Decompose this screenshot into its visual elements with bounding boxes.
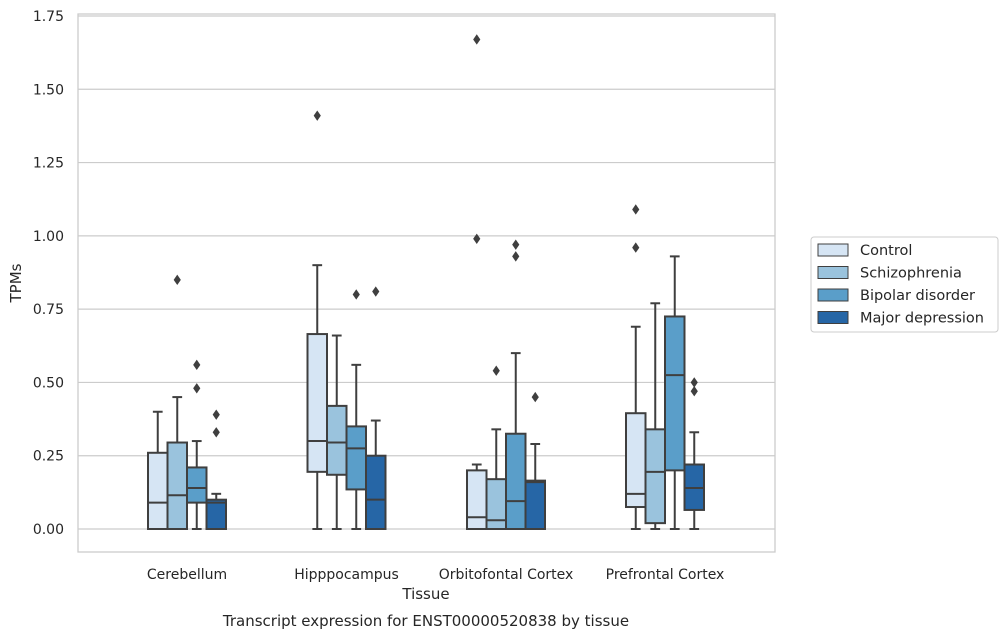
box — [186, 359, 208, 530]
outlier-point — [352, 289, 360, 300]
y-tick-label: 0.00 — [33, 522, 64, 538]
outlier-point — [193, 359, 201, 371]
legend-swatch — [817, 243, 849, 257]
legend-swatch — [817, 266, 849, 279]
box — [205, 409, 227, 530]
box — [683, 377, 705, 530]
box — [166, 274, 188, 530]
y-axis-ticks: 0.00 0.25 0.50 0.75 1.00 1.25 1.50 1.75 — [33, 9, 64, 538]
box — [345, 289, 367, 530]
y-tick-label: 0.75 — [33, 302, 64, 318]
outlier-point — [212, 427, 220, 438]
legend-label: Control — [860, 243, 912, 259]
plot-frame — [77, 13, 776, 553]
x-tick-label: Hipppocampus — [294, 567, 399, 583]
outlier-point — [173, 274, 181, 286]
grid-lines — [78, 15, 775, 530]
outlier-point — [492, 365, 500, 376]
outlier-point — [473, 34, 481, 45]
y-tick-label: 0.50 — [33, 375, 64, 391]
box — [326, 334, 348, 530]
chart-caption: Transcript expression for ENST0000052083… — [222, 612, 629, 630]
y-tick-label: 1.50 — [33, 82, 64, 98]
box — [365, 286, 387, 531]
y-tick-label: 1.25 — [33, 156, 64, 172]
y-tick-label: 1.75 — [33, 9, 64, 25]
outlier-point — [531, 391, 539, 403]
box-body — [505, 432, 527, 531]
box — [644, 302, 666, 530]
box-body — [147, 451, 169, 531]
legend-swatch — [817, 288, 849, 302]
box — [664, 255, 686, 530]
box-body — [345, 425, 367, 491]
box-body — [644, 428, 666, 525]
outlier-point — [512, 239, 520, 250]
box-body — [326, 404, 348, 476]
box — [306, 110, 328, 530]
box — [524, 391, 546, 531]
outlier-point — [512, 251, 520, 262]
outlier-point — [372, 286, 380, 297]
x-axis-ticks: Cerebellum Hipppocampus Orbitofontal Corte… — [147, 567, 724, 583]
box-body — [186, 466, 208, 504]
box-body — [524, 479, 546, 531]
outlier-point — [632, 204, 640, 215]
box — [505, 239, 527, 531]
box-body — [306, 333, 328, 473]
y-axis-label: TPMs — [7, 263, 25, 303]
x-tick-label: Cerebellum — [147, 567, 227, 583]
x-tick-label: Orbitofontal Cortex — [439, 567, 574, 583]
box-body — [365, 454, 387, 531]
legend-label: Major depression — [860, 311, 984, 327]
outlier-point — [193, 383, 201, 394]
x-axis-label: Tissue — [401, 585, 449, 603]
box-body — [664, 315, 686, 472]
box-body — [205, 498, 227, 530]
legend-label: Schizophrenia — [860, 266, 962, 282]
outlier-point — [690, 386, 698, 397]
outlier-point — [313, 110, 321, 121]
legend-frame — [810, 236, 999, 333]
outlier-point — [473, 233, 481, 244]
legend-label: Bipolar disorder — [860, 288, 975, 304]
box-body — [466, 469, 488, 530]
box — [625, 204, 647, 530]
y-tick-label: 1.00 — [33, 229, 64, 245]
box — [466, 34, 488, 530]
box — [147, 410, 169, 531]
x-tick-label: Prefrontal Cortex — [606, 567, 725, 583]
outlier-point — [212, 409, 220, 420]
outlier-point — [690, 377, 698, 388]
legend: Control Schizophrenia Bipolar disorder Majo… — [810, 236, 999, 333]
legend-swatch — [817, 311, 849, 324]
plot-area — [147, 34, 705, 531]
box-body — [166, 441, 188, 530]
box — [485, 365, 507, 530]
box-body — [485, 478, 507, 530]
outlier-point — [632, 242, 640, 253]
y-tick-label: 0.25 — [33, 449, 64, 465]
